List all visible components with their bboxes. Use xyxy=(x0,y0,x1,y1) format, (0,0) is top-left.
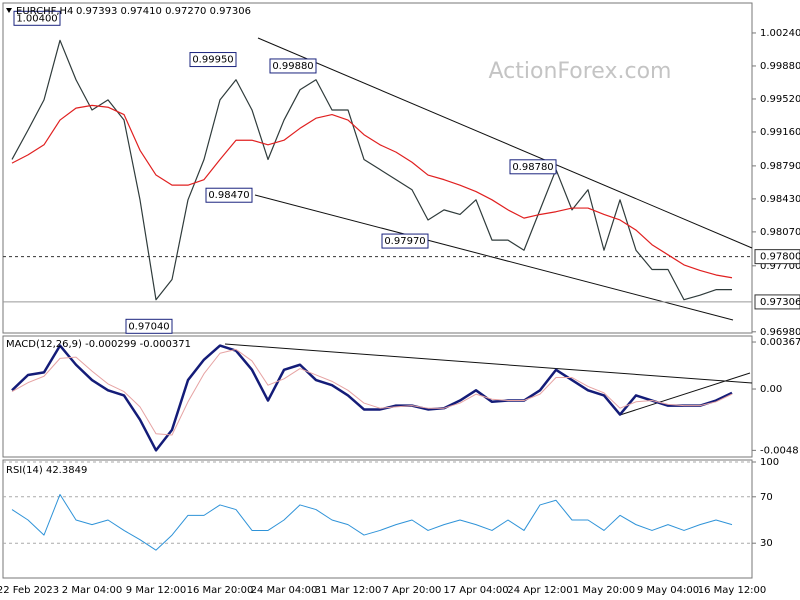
price-label-box xyxy=(754,294,800,310)
x-tick-label: 2 Mar 04:00 xyxy=(62,585,122,596)
x-tick-label: 16 May 12:00 xyxy=(698,585,767,596)
annotation-box xyxy=(13,10,61,26)
trend-line xyxy=(257,37,753,249)
y-tick-label: 100 xyxy=(760,457,779,468)
y-tick-label: 0.98790 xyxy=(760,161,800,172)
annotation-box xyxy=(205,187,253,203)
price-label-box xyxy=(754,249,800,265)
series-line xyxy=(11,39,732,301)
rsi-panel xyxy=(2,459,753,579)
annotation-label: 0.97040 xyxy=(128,321,169,332)
annotation-box xyxy=(269,58,317,74)
y-tick-label: 0.98070 xyxy=(760,227,800,238)
annotation-label: 1.00400 xyxy=(16,13,57,24)
x-tick-label: 7 Apr 20:00 xyxy=(383,585,442,596)
x-tick-label: 9 May 04:00 xyxy=(637,585,699,596)
trend-line xyxy=(254,194,734,321)
trend-line xyxy=(619,372,751,416)
series-line xyxy=(11,348,733,436)
annotation-box xyxy=(125,318,173,334)
y-tick-label: 1.00240 xyxy=(760,28,800,39)
annotation-label: 0.99950 xyxy=(192,55,233,66)
annotation-box xyxy=(189,52,237,68)
y-tick-label: 70 xyxy=(760,492,773,503)
macd-panel xyxy=(2,335,753,458)
panel-title: MACD(12,26,9) -0.000299 -0.000371 xyxy=(6,339,191,350)
x-tick-label: 16 Mar 20:00 xyxy=(187,585,254,596)
y-tick-label: 0.98430 xyxy=(760,194,800,205)
panel-subtitle: 0.97393 0.97410 0.97270 0.97306 xyxy=(76,6,251,17)
panel-title: RSI(14) 42.3849 xyxy=(6,465,87,476)
price-label: 0.97306 xyxy=(760,297,800,308)
annotation-box xyxy=(509,159,557,175)
annotation-label: 0.98780 xyxy=(512,162,553,173)
y-tick-label: 0.003679 xyxy=(760,337,800,348)
y-tick-label: 0.99880 xyxy=(760,61,800,72)
series-line xyxy=(11,104,733,279)
y-tick-label: 0.97700 xyxy=(760,261,800,272)
series-line xyxy=(11,344,733,452)
series-line xyxy=(11,493,733,551)
x-tick-label: 17 Apr 04:00 xyxy=(443,585,508,596)
y-tick-label: 0.99520 xyxy=(760,94,800,105)
price-panel xyxy=(2,2,753,334)
y-tick-label: 30 xyxy=(760,538,773,549)
x-tick-label: 1 May 20:00 xyxy=(573,585,635,596)
annotation-label: 0.97970 xyxy=(384,236,425,247)
x-tick-label: 9 Mar 12:00 xyxy=(126,585,186,596)
x-tick-label: 31 Mar 12:00 xyxy=(315,585,382,596)
watermark: ActionForex.com xyxy=(489,59,672,84)
price-label: 0.97800 xyxy=(760,252,800,263)
annotation-label: 0.98470 xyxy=(208,190,249,201)
x-tick-label: 24 Apr 12:00 xyxy=(507,585,572,596)
y-tick-label: 0.00 xyxy=(760,384,782,395)
annotation-label: 0.99880 xyxy=(272,61,313,72)
y-tick-label: 0.99160 xyxy=(760,127,800,138)
panel-title: EURCHF,H4 xyxy=(16,6,73,17)
menu-arrow xyxy=(6,8,12,13)
x-tick-label: 22 Feb 2023 xyxy=(0,585,59,596)
y-tick-label: 0.96980 xyxy=(760,327,800,338)
annotation-box xyxy=(381,233,429,249)
trend-line xyxy=(224,343,753,384)
x-tick-label: 24 Mar 04:00 xyxy=(251,585,318,596)
y-tick-label: -0.0048 xyxy=(760,445,799,456)
